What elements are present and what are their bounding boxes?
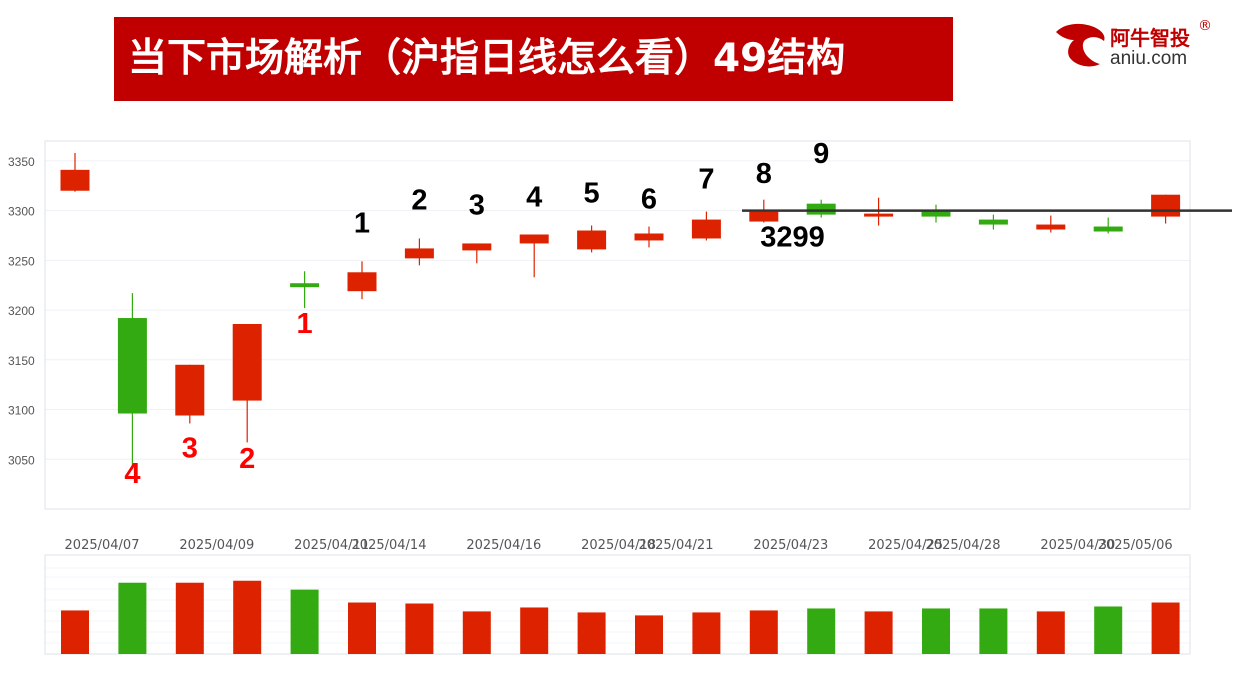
x-axis: 2025/04/07 2025/04/09 2025/04/112025/04/14… xyxy=(65,538,1173,553)
volume-bar xyxy=(61,610,89,654)
volume-bar xyxy=(979,608,1008,654)
annotation-black: 5 xyxy=(584,178,600,210)
candle-body xyxy=(1093,226,1123,232)
annotation-red: 2 xyxy=(239,443,255,475)
volume-bars xyxy=(61,580,1180,654)
chart-grid xyxy=(45,160,1190,644)
annotation-black: 4 xyxy=(526,182,542,214)
volume-bar xyxy=(635,615,663,654)
logo-domain-text: aniu.com xyxy=(1110,48,1188,69)
volume-bar xyxy=(348,602,376,654)
candle-body xyxy=(1036,224,1066,230)
volume-bar xyxy=(118,582,147,654)
y-tick-label: 3150 xyxy=(8,354,35,368)
annotation-black: 2 xyxy=(411,185,427,217)
volume-bar xyxy=(749,610,778,654)
candle-body xyxy=(519,234,549,244)
page-title: 当下市场解析（沪指日线怎么看）49结构 xyxy=(128,36,846,81)
logo-chinese-text: 阿牛智投 xyxy=(1110,26,1190,50)
volume-bar xyxy=(577,612,606,654)
annotation-black: 7 xyxy=(698,164,714,196)
volume-bar xyxy=(290,589,319,654)
volume-bar xyxy=(1151,602,1180,654)
y-tick-label: 3250 xyxy=(8,254,35,268)
candle-body xyxy=(577,230,607,250)
y-tick-label: 3050 xyxy=(8,453,35,467)
annotation-black: 3299 xyxy=(760,221,825,253)
candle-body xyxy=(347,272,377,292)
annotation-red: 3 xyxy=(182,432,198,464)
candle-body xyxy=(749,211,779,222)
candle-body xyxy=(691,219,721,239)
x-tick-label: 2025/04/14 xyxy=(352,538,427,553)
candle-body xyxy=(462,243,492,251)
candle-body xyxy=(806,203,836,215)
volume-bar xyxy=(692,612,721,654)
volume-bar xyxy=(233,580,262,654)
registered-mark: ® xyxy=(1198,18,1212,34)
candle-body xyxy=(1151,194,1181,217)
annotation-black: 6 xyxy=(641,184,657,216)
y-axis: 3050 3100 3150 3200 3250 3300 3350 xyxy=(8,155,35,467)
x-tick-label: 2025/05/06 xyxy=(1098,538,1173,553)
volume-bar xyxy=(1036,611,1065,654)
x-tick-label: 2025/04/09 xyxy=(179,538,254,553)
volume-bar xyxy=(864,611,893,654)
candle-body xyxy=(175,364,205,416)
candle-body xyxy=(290,283,320,288)
volume-bar xyxy=(405,603,434,654)
candle-body xyxy=(117,318,147,414)
volume-bar xyxy=(922,608,950,654)
annotation-black: 3 xyxy=(469,190,485,222)
candle-body xyxy=(978,219,1008,225)
annotations: 4 3 2 1 1 2 3 4 5 6 7 8 9 3299 xyxy=(124,138,829,490)
price-panel-border xyxy=(44,140,1191,510)
annotation-black: 8 xyxy=(756,158,772,190)
x-tick-label: 2025/04/25 xyxy=(868,538,943,553)
candle-body xyxy=(921,210,951,217)
volume-bar xyxy=(175,582,204,654)
candles xyxy=(60,152,1181,470)
candle-body xyxy=(634,233,664,241)
volume-bar xyxy=(462,611,491,654)
candle-body xyxy=(60,169,90,191)
x-tick-label: 2025/04/07 xyxy=(65,538,140,553)
candle-body xyxy=(232,324,262,401)
title-banner: 当下市场解析（沪指日线怎么看）49结构 xyxy=(114,17,953,101)
annotation-red: 4 xyxy=(124,458,140,490)
x-tick-label: 2025/04/23 xyxy=(753,538,828,553)
volume-bar xyxy=(1094,606,1123,654)
x-tick-label: 2025/04/21 xyxy=(639,538,714,553)
y-tick-label: 3200 xyxy=(8,304,35,318)
x-tick-label: 2025/04/18 xyxy=(581,538,656,553)
bull-logo-icon xyxy=(1056,23,1105,67)
y-tick-label: 3300 xyxy=(8,205,35,219)
x-tick-label: 2025/04/16 xyxy=(466,538,541,553)
volume-panel-border xyxy=(44,554,1191,655)
x-tick-label: 2025/04/28 xyxy=(926,538,1001,553)
aniu-logo: 阿牛智投 ® aniu.com xyxy=(1052,18,1222,72)
annotation-red: 1 xyxy=(297,308,313,340)
candle-body xyxy=(404,248,434,259)
x-tick-label: 2025/04/30 xyxy=(1040,538,1115,553)
volume-bar xyxy=(807,608,836,654)
volume-bar xyxy=(520,607,549,654)
annotation-black: 9 xyxy=(813,138,829,170)
y-tick-label: 3350 xyxy=(8,155,35,169)
candle-body xyxy=(864,213,894,217)
y-tick-label: 3100 xyxy=(8,404,35,418)
x-tick-label: 2025/04/11 xyxy=(294,538,369,553)
annotation-black: 1 xyxy=(354,208,370,240)
